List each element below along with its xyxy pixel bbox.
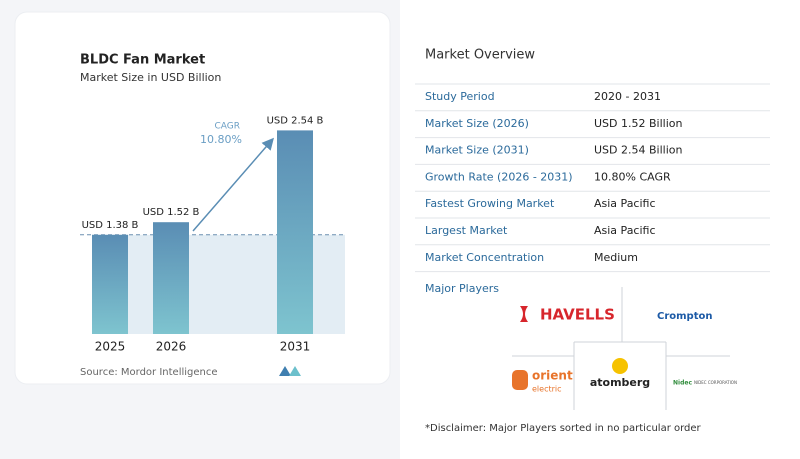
value-label: USD 1.38 B [82,220,139,231]
logo-orient-sub: electric [532,385,562,394]
value-label: USD 1.52 B [143,207,200,218]
overview: Market Overview Study Period 2020 - 2031 M… [415,48,770,434]
row-value: 10.80% CAGR [594,170,671,183]
logo-grid [512,287,730,410]
bar [277,130,313,334]
bar [92,234,128,334]
row-label: Market Size (2031) [425,144,529,157]
row-label: Largest Market [425,224,508,237]
cagr-label: CAGR [214,122,240,132]
row-label: Fastest Growing Market [425,197,555,210]
row-value: Medium [594,251,638,264]
atomberg-icon [612,358,628,374]
row-label: Market Size (2026) [425,117,529,130]
value-label: USD 2.54 B [267,115,324,126]
logo-orient: orient [532,369,573,383]
players-title: Major Players [425,282,499,295]
overview-title: Market Overview [425,48,535,63]
cagr-arrow [192,137,274,232]
row-value: 2020 - 2031 [594,90,661,103]
row-value: USD 1.52 Billion [594,117,682,130]
havells-icon [520,306,528,322]
brand-icon [279,366,301,376]
x-tick-label: 2026 [156,340,187,354]
row-value: Asia Pacific [594,224,656,237]
chart-title: BLDC Fan Market [80,53,205,68]
row-label: Growth Rate (2026 - 2031) [425,170,573,183]
right-panel [400,0,800,459]
logo-havells: HAVELLS [540,306,615,324]
logo-crompton: Crompton [657,311,713,322]
row-value: Asia Pacific [594,197,656,210]
logo-nidec: Nidec [673,380,692,387]
logo-atomberg: atomberg [590,376,650,389]
row-label: Market Concentration [425,251,544,264]
source: Source: Mordor Intelligence [80,367,218,378]
x-tick-label: 2031 [280,340,311,354]
cagr-value: 10.80% [200,133,242,146]
row-value: USD 2.54 Billion [594,144,682,157]
logo-nidec-sub: NIDEC CORPORATION [694,380,737,385]
x-tick-label: 2025 [95,340,126,354]
chart: BLDC Fan Market Market Size in USD Billi… [80,53,345,378]
row-label: Study Period [425,90,495,103]
disclaimer: *Disclaimer: Major Players sorted in no … [425,423,702,434]
chart-subtitle: Market Size in USD Billion [80,71,221,84]
bar [153,222,189,334]
orient-icon [512,370,528,390]
